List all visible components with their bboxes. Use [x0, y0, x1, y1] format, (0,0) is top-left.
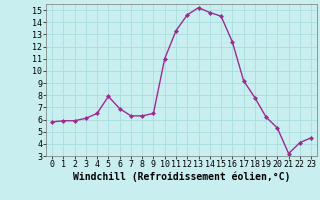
- X-axis label: Windchill (Refroidissement éolien,°C): Windchill (Refroidissement éolien,°C): [73, 172, 290, 182]
